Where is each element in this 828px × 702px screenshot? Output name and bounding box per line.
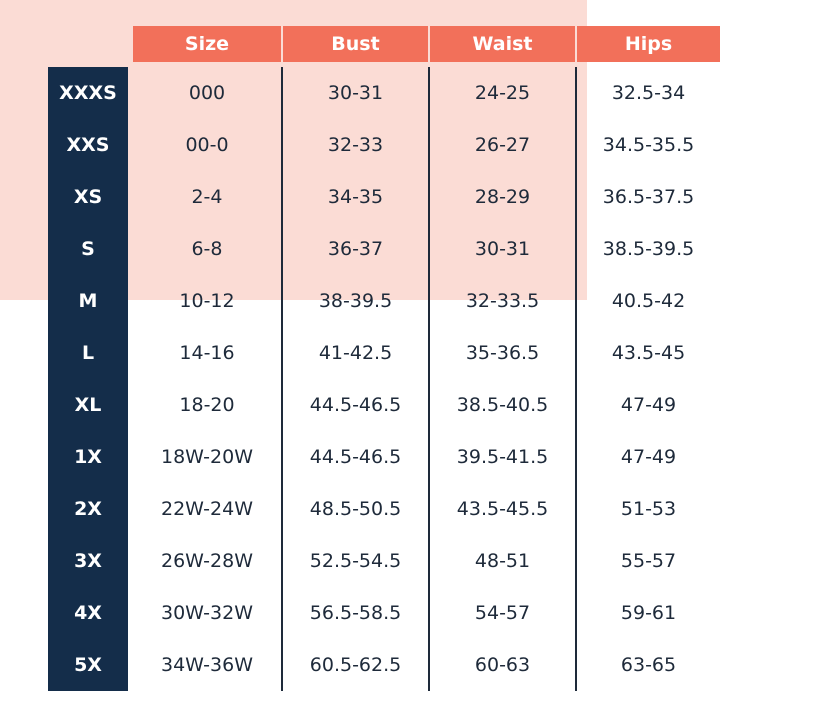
size-label: XXXS <box>59 82 117 104</box>
table-cell: 41-42.5 <box>318 342 393 364</box>
table-cell: 00-0 <box>185 134 229 156</box>
header-cell: Size <box>133 26 281 62</box>
size-label: S <box>81 238 95 260</box>
size-label: 3X <box>74 550 102 572</box>
table-cell: 32-33 <box>327 134 384 156</box>
table-cell: 30-31 <box>474 238 531 260</box>
table-cell: 14-16 <box>179 342 235 364</box>
size-label: 5X <box>74 654 102 676</box>
header-cell: Bust <box>283 26 428 62</box>
table-cell: 63-65 <box>620 654 677 676</box>
table-cell: 34.5-35.5 <box>602 134 695 156</box>
header-cell: Waist <box>430 26 575 62</box>
table-cell: 51-53 <box>620 498 677 520</box>
table-cell: 47-49 <box>620 446 677 468</box>
table-cell: 48-51 <box>474 550 531 572</box>
table-cell: 44.5-46.5 <box>309 394 402 416</box>
table-cell: 39.5-41.5 <box>456 446 549 468</box>
table-cell: 38.5-40.5 <box>456 394 549 416</box>
table-cell: 34W-36W <box>160 654 253 676</box>
table-cell: 38.5-39.5 <box>602 238 695 260</box>
table-cell: 56.5-58.5 <box>309 602 402 624</box>
table-cell: 43.5-45.5 <box>456 498 549 520</box>
table-cell: 32.5-34 <box>611 82 686 104</box>
table-cell: 10-12 <box>179 290 235 312</box>
size-label: 2X <box>74 498 102 520</box>
table-cell: 28-29 <box>474 186 531 208</box>
table-cell: 48.5-50.5 <box>309 498 402 520</box>
table-cell: 55-57 <box>620 550 677 572</box>
table-cell: 60.5-62.5 <box>309 654 402 676</box>
table-cell: 47-49 <box>620 394 677 416</box>
table-cell: 18W-20W <box>160 446 253 468</box>
table-cell: 35-36.5 <box>465 342 540 364</box>
size-label: 4X <box>74 602 102 624</box>
table-cell: 36.5-37.5 <box>602 186 695 208</box>
size-label: L <box>81 342 95 364</box>
size-label: XXS <box>66 134 110 156</box>
size-label-column <box>48 67 128 691</box>
header-cell: Hips <box>577 26 720 62</box>
table-cell: 60-63 <box>474 654 531 676</box>
table-cell: 38-39.5 <box>318 290 393 312</box>
table-cell: 32-33.5 <box>465 290 540 312</box>
table-cell: 36-37 <box>327 238 384 260</box>
table-cell: 22W-24W <box>160 498 253 520</box>
table-cell: 30-31 <box>327 82 384 104</box>
size-label: M <box>78 290 98 312</box>
column-divider <box>575 67 577 691</box>
table-cell: 43.5-45 <box>611 342 686 364</box>
table-cell: 2-4 <box>191 186 223 208</box>
table-cell: 24-25 <box>474 82 531 104</box>
table-cell: 59-61 <box>620 602 677 624</box>
table-cell: 26W-28W <box>160 550 253 572</box>
table-cell: 34-35 <box>327 186 384 208</box>
column-divider <box>428 67 430 691</box>
table-cell: 44.5-46.5 <box>309 446 402 468</box>
table-cell: 6-8 <box>191 238 223 260</box>
table-cell: 000 <box>188 82 226 104</box>
table-cell: 40.5-42 <box>611 290 686 312</box>
table-cell: 18-20 <box>179 394 235 416</box>
size-label: XL <box>74 394 102 416</box>
table-cell: 54-57 <box>474 602 531 624</box>
size-label: XS <box>73 186 103 208</box>
table-cell: 52.5-54.5 <box>309 550 402 572</box>
table-cell: 26-27 <box>474 134 531 156</box>
table-cell: 30W-32W <box>160 602 253 624</box>
size-label: 1X <box>74 446 102 468</box>
column-divider <box>281 67 283 691</box>
